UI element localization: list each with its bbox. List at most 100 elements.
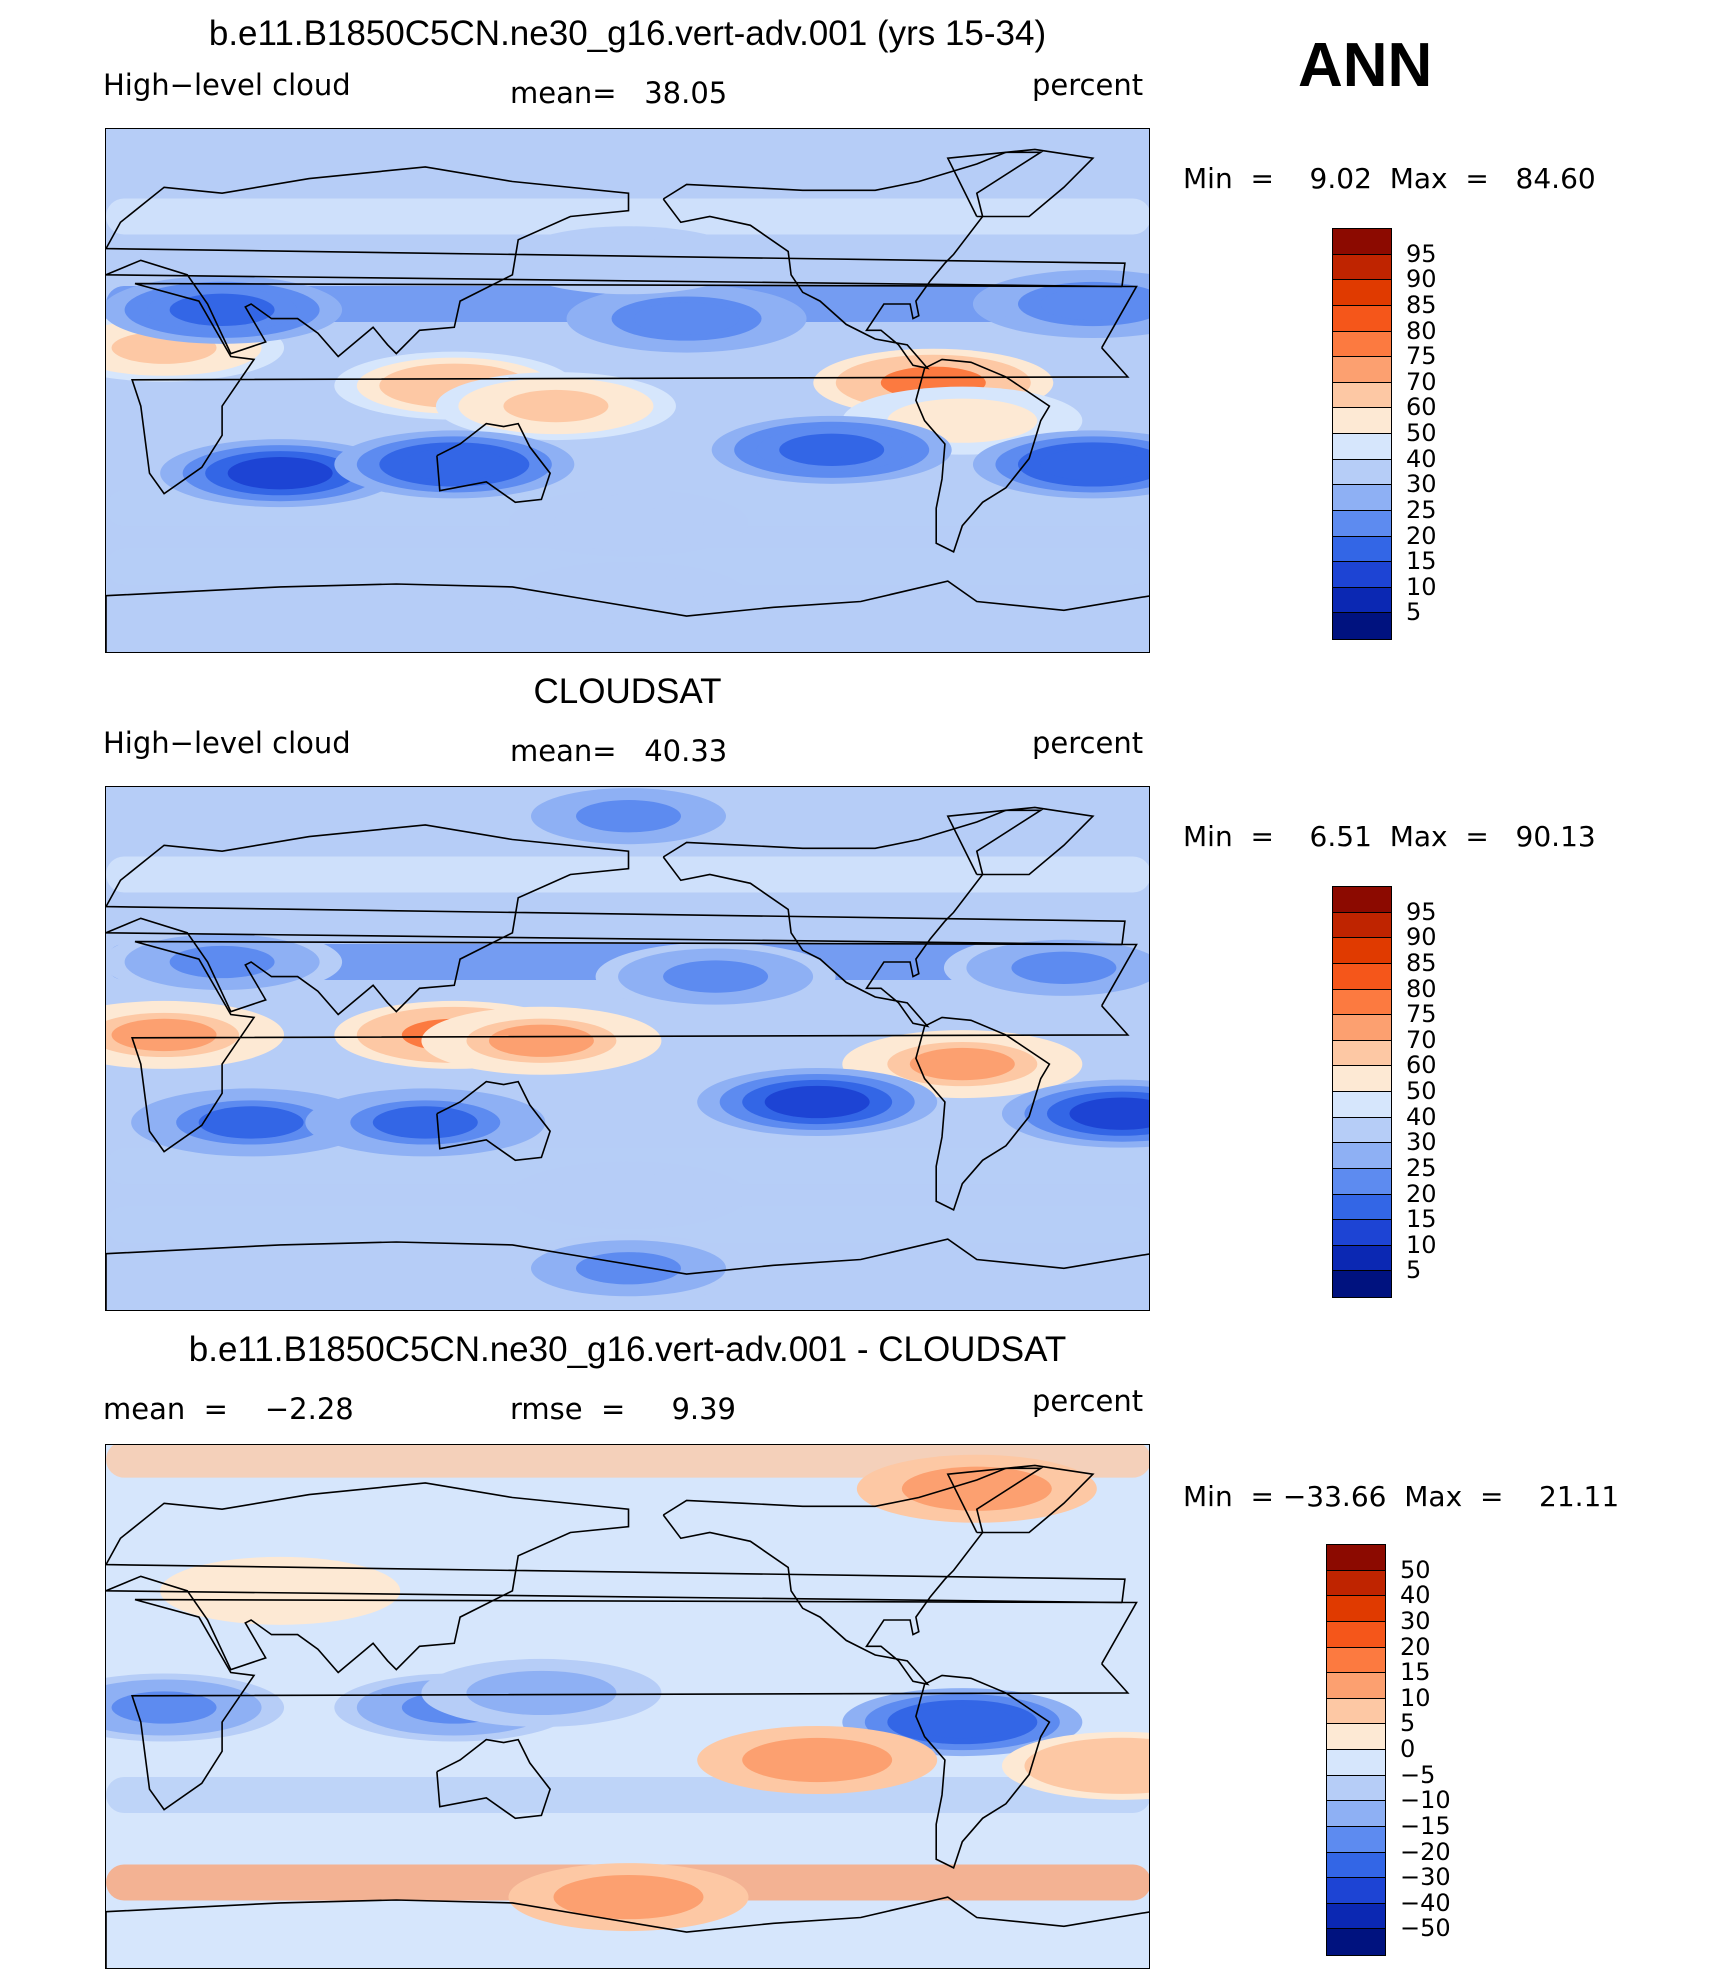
colorbar-swatch — [1326, 1774, 1386, 1802]
coastline — [106, 1482, 1126, 1674]
coastline — [436, 1738, 551, 1820]
colorbar-swatch — [1332, 458, 1392, 486]
map-contour-region — [576, 1880, 681, 1914]
colorbar-swatch — [1332, 279, 1392, 307]
colorbar-swatch — [1332, 612, 1392, 640]
map-contour-region — [764, 1085, 870, 1119]
colorbar-tick-label: 90 — [1406, 265, 1437, 294]
panel-1-mean-label: mean= 38.05 — [510, 76, 728, 110]
colorbar-tick-label: 50 — [1406, 1077, 1437, 1105]
colorbar-swatch — [1332, 433, 1392, 461]
colorbar-tick-label: −5 — [1400, 1760, 1436, 1789]
colorbar-swatch — [1332, 962, 1392, 990]
colorbar-tick-label: 85 — [1406, 948, 1437, 977]
panel-3-mean-label: mean = −2.28 — [103, 1392, 354, 1426]
map-contour-region — [488, 1676, 594, 1710]
colorbar-swatch — [1332, 561, 1392, 589]
map-contour-region — [576, 244, 681, 277]
map-contour-region — [576, 1603, 681, 1637]
colorbar-tick-label: 5 — [1406, 1256, 1422, 1285]
colorbar-tick-label: 90 — [1406, 923, 1437, 952]
map-zonal-band — [106, 856, 1149, 893]
colorbar-tick-label: 15 — [1406, 547, 1437, 576]
colorbar-tick-label: −50 — [1400, 1914, 1451, 1943]
map-contour-region — [169, 945, 275, 979]
panel-2-variable-label: High−level cloud — [103, 726, 351, 760]
colorbar-tick-label: 95 — [1406, 897, 1437, 926]
colorbar-swatch — [1332, 937, 1392, 965]
map-contour-region — [503, 389, 609, 423]
colorbar-tick-label: 10 — [1400, 1683, 1431, 1712]
colorbar-tick-label: 25 — [1406, 495, 1437, 524]
colorbar-swatch — [1332, 228, 1392, 256]
map-zonal-band — [106, 1777, 1149, 1813]
map-contour-region — [169, 293, 275, 326]
colorbar-swatch — [1326, 1749, 1386, 1777]
colorbar-tick-label: 40 — [1400, 1581, 1431, 1610]
colorbar-tick-label: 30 — [1400, 1606, 1431, 1635]
map-contour-region — [576, 506, 681, 539]
colorbar-swatch — [1332, 1091, 1392, 1119]
colorbar-swatch — [1332, 911, 1392, 939]
colorbar-tick-label: −30 — [1400, 1863, 1451, 1892]
colorbar-tick-label: 0 — [1400, 1735, 1416, 1763]
colorbar-swatch — [1332, 1014, 1392, 1042]
map-contour-region — [779, 433, 885, 466]
colorbar-tick-label: 30 — [1406, 1128, 1437, 1157]
colorbar-tick-label: 85 — [1406, 290, 1437, 319]
colorbar-swatch — [1332, 407, 1392, 435]
map-contour-region — [198, 1106, 304, 1139]
colorbar-swatch — [1332, 253, 1392, 281]
colorbar-swatch — [1332, 1142, 1392, 1170]
colorbar-swatch — [1326, 1595, 1386, 1623]
coastline — [436, 422, 551, 504]
colorbar-tick-label: 20 — [1406, 521, 1437, 550]
coastline — [106, 1238, 1149, 1310]
colorbar-swatch — [1332, 1167, 1392, 1195]
map-contour-region — [576, 579, 681, 612]
colorbar-tick-label: 60 — [1406, 393, 1437, 422]
colorbar-swatch — [1326, 1646, 1386, 1674]
panel-3-map — [105, 1444, 1150, 1969]
map-contour-region — [924, 1472, 1030, 1505]
colorbar-swatch — [1326, 1877, 1386, 1905]
colorbar-tick-label: 50 — [1400, 1555, 1431, 1584]
panel-2-map — [105, 786, 1150, 1311]
colorbar-swatch — [1326, 1928, 1386, 1956]
coastline — [106, 580, 1149, 652]
colorbar-swatch — [1332, 535, 1392, 563]
coastline — [106, 1896, 1149, 1968]
colorbar-swatch — [1332, 1219, 1392, 1247]
colorbar-tick-label: 15 — [1406, 1205, 1437, 1234]
map-contour-region — [1040, 448, 1146, 481]
colorbar-tick-label: 80 — [1406, 974, 1437, 1003]
colorbar-tick-label: −10 — [1400, 1786, 1451, 1815]
colorbar-tick-label: 70 — [1406, 1025, 1437, 1054]
coastline — [915, 1674, 1051, 1870]
panel-1-map — [105, 128, 1150, 653]
colorbar-swatch — [1332, 484, 1392, 512]
colorbar-swatch — [1332, 1065, 1392, 1093]
colorbar-tick-label: −20 — [1400, 1837, 1451, 1866]
colorbar-swatch — [1332, 1193, 1392, 1221]
map-contour-region — [576, 1252, 681, 1285]
panel-2-mean-label: mean= 40.33 — [510, 734, 728, 768]
coastline — [106, 824, 1126, 1016]
colorbar-tick-label: 40 — [1406, 1102, 1437, 1131]
colorbar-swatch — [1332, 988, 1392, 1016]
colorbar-swatch — [1326, 1672, 1386, 1700]
colorbar-tick-label: 10 — [1406, 1230, 1437, 1259]
colorbar-swatch — [1332, 509, 1392, 537]
colorbar-tick-label: 15 — [1400, 1658, 1431, 1687]
coastline — [130, 1598, 1138, 1811]
colorbar-swatch — [1332, 304, 1392, 332]
colorbar-tick-label: 5 — [1406, 598, 1422, 627]
map-contour-region — [227, 457, 333, 490]
panel-1-title: b.e11.B1850C5CN.ne30_g16.vert-adv.001 (y… — [208, 14, 1047, 53]
coastline — [130, 282, 1138, 495]
colorbar-swatch — [1326, 1902, 1386, 1930]
coastline — [915, 358, 1051, 554]
map-contour-region — [764, 1743, 870, 1777]
map-contour-region — [1011, 951, 1117, 984]
panel-2-min-max: Min = 6.51 Max = 90.13 — [1183, 820, 1596, 853]
